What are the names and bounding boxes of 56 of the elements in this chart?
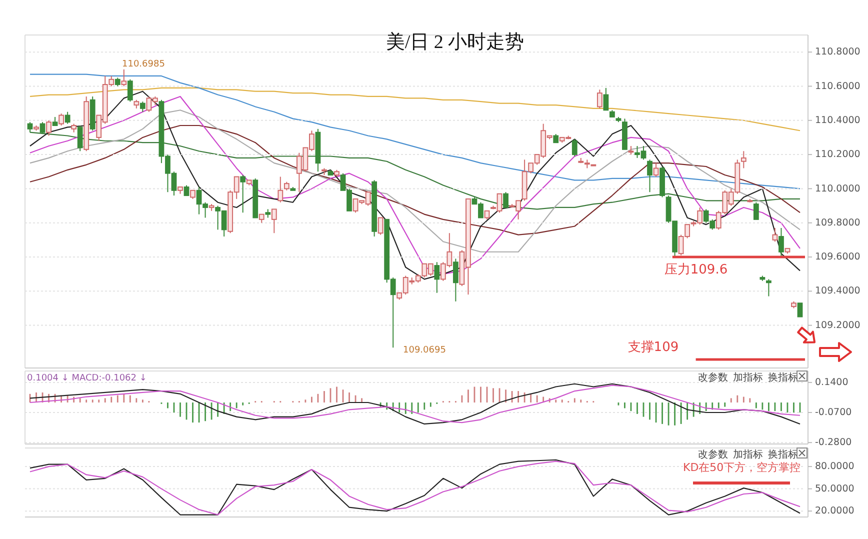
annotation: 换指标 xyxy=(768,448,798,461)
y-tick-label: -0.0700 xyxy=(815,407,852,418)
candlestick xyxy=(240,174,246,214)
y-tick-label: -0.2800 xyxy=(815,437,852,448)
annotation: 加指标 xyxy=(733,372,763,384)
candlestick xyxy=(64,111,70,124)
candlestick xyxy=(753,202,759,220)
annotation: 改参数 xyxy=(698,448,728,461)
y-tick-label: 110.2000 xyxy=(815,149,860,160)
annotation: 加指标 xyxy=(733,448,763,461)
y-tick-label: 110.4000 xyxy=(815,114,860,126)
y-tick-label: 110.6000 xyxy=(815,80,860,92)
y-tick-label: 109.4000 xyxy=(815,286,860,297)
candlestick xyxy=(596,89,602,109)
candlestick xyxy=(127,78,133,102)
candlestick xyxy=(378,217,384,236)
candlestick xyxy=(772,227,778,242)
candlestick xyxy=(434,262,440,294)
candlestick xyxy=(27,122,33,133)
candlestick xyxy=(778,227,784,258)
candlestick xyxy=(766,278,772,297)
y-tick-label: 20.0000 xyxy=(815,506,854,517)
annotation: 110.6985 xyxy=(122,59,165,70)
annotation: 0.1004 ↓ MACD:-0.1062 ↓ xyxy=(27,373,147,384)
y-tick-label: 109.8000 xyxy=(815,217,860,228)
candlestick xyxy=(503,192,508,208)
y-tick-label: 110.8000 xyxy=(815,46,860,58)
candlestick xyxy=(271,208,277,234)
candlestick xyxy=(452,258,458,302)
y-tick-label: 109.6000 xyxy=(815,252,860,263)
y-tick-label: 110.0000 xyxy=(815,183,860,194)
ref-line-label: 压力109.6 xyxy=(664,262,728,278)
annotation: 改参数 xyxy=(698,372,728,384)
candlestick xyxy=(278,176,284,203)
candlestick xyxy=(58,113,64,126)
y-tick-label: 0.1400 xyxy=(815,377,848,388)
candlestick xyxy=(603,87,609,111)
candlestick xyxy=(46,120,52,136)
y-tick-label: 109.2000 xyxy=(815,320,860,331)
annotation: 换指标 xyxy=(768,372,798,384)
candlestick xyxy=(77,125,83,152)
ref-line-label: 支撑109 xyxy=(628,340,679,356)
candlestick xyxy=(184,184,190,196)
candlestick xyxy=(140,101,146,112)
annotation: KD在50下方，空方掌控 xyxy=(683,461,801,474)
y-tick-label: 50.0000 xyxy=(815,483,854,494)
candlestick xyxy=(572,138,578,157)
candlestick xyxy=(740,150,746,169)
candlestick xyxy=(40,122,46,135)
candlestick xyxy=(121,68,127,87)
y-tick-label: 80.0000 xyxy=(815,461,854,472)
candlestick xyxy=(653,162,659,178)
candlestick xyxy=(797,302,803,318)
candlestick xyxy=(647,159,652,193)
chart-title: 美/日 2 小时走势 xyxy=(386,31,524,53)
annotation: 109.0695 xyxy=(403,345,446,356)
